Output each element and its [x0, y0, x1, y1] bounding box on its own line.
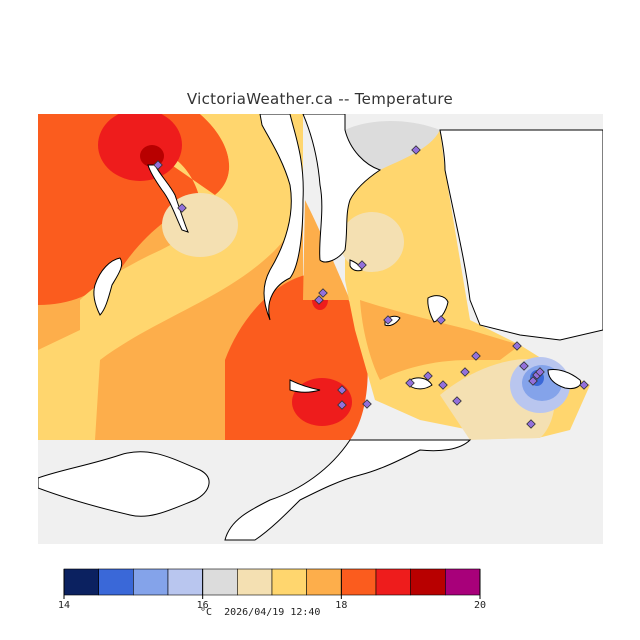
station-marker[interactable] — [337, 400, 347, 410]
map-footer: °C 2026/04/19 12:40 — [200, 607, 320, 618]
legend-bin-1 — [98, 568, 134, 596]
station-marker[interactable] — [314, 295, 324, 305]
station-marker[interactable] — [153, 160, 163, 170]
station-marker[interactable] — [471, 351, 481, 361]
station-marker[interactable] — [405, 378, 415, 388]
water-areas — [38, 114, 603, 544]
station-marker[interactable] — [535, 367, 545, 377]
legend-bin-0 — [63, 568, 99, 596]
legend-tick-label-0: 14 — [58, 600, 70, 611]
station-marker[interactable] — [436, 315, 446, 325]
legend-bin-11 — [445, 568, 481, 596]
legend-tick-label-1: 16 — [197, 600, 209, 611]
station-marker[interactable] — [318, 288, 328, 298]
central-temperature-field — [225, 200, 368, 440]
station-marker[interactable] — [526, 419, 536, 429]
legend-bin-4 — [202, 568, 238, 596]
station-marker[interactable] — [579, 380, 589, 390]
station-markers — [153, 145, 589, 429]
legend-bin-7 — [306, 568, 342, 596]
legend-bin-9 — [375, 568, 411, 596]
station-marker[interactable] — [528, 376, 538, 386]
legend-color-bins — [63, 568, 481, 596]
station-marker[interactable] — [452, 396, 462, 406]
legend-ticks: 14 16 18 20 — [58, 569, 486, 611]
station-marker[interactable] — [438, 380, 448, 390]
station-marker[interactable] — [423, 371, 433, 381]
station-marker[interactable] — [337, 385, 347, 395]
station-marker[interactable] — [357, 260, 367, 270]
station-marker[interactable] — [512, 341, 522, 351]
station-marker[interactable] — [383, 315, 393, 325]
station-marker[interactable] — [362, 399, 372, 409]
legend-bin-3 — [167, 568, 203, 596]
map-title: VictoriaWeather.ca -- Temperature — [186, 90, 454, 108]
station-marker[interactable] — [519, 361, 529, 371]
station-marker[interactable] — [177, 203, 187, 213]
legend-bin-10 — [410, 568, 446, 596]
station-marker[interactable] — [411, 145, 421, 155]
legend-bin-8 — [341, 568, 377, 596]
map-timestamp: 2026/04/19 12:40 — [224, 607, 321, 618]
legend-tick-label-2: 18 — [335, 600, 347, 611]
legend-bin-5 — [237, 568, 273, 596]
legend-unit: °C — [200, 607, 213, 618]
station-marker[interactable] — [460, 367, 470, 377]
legend-tick-label-3: 20 — [474, 600, 486, 611]
legend-bin-2 — [133, 568, 169, 596]
legend-bin-6 — [271, 568, 307, 596]
